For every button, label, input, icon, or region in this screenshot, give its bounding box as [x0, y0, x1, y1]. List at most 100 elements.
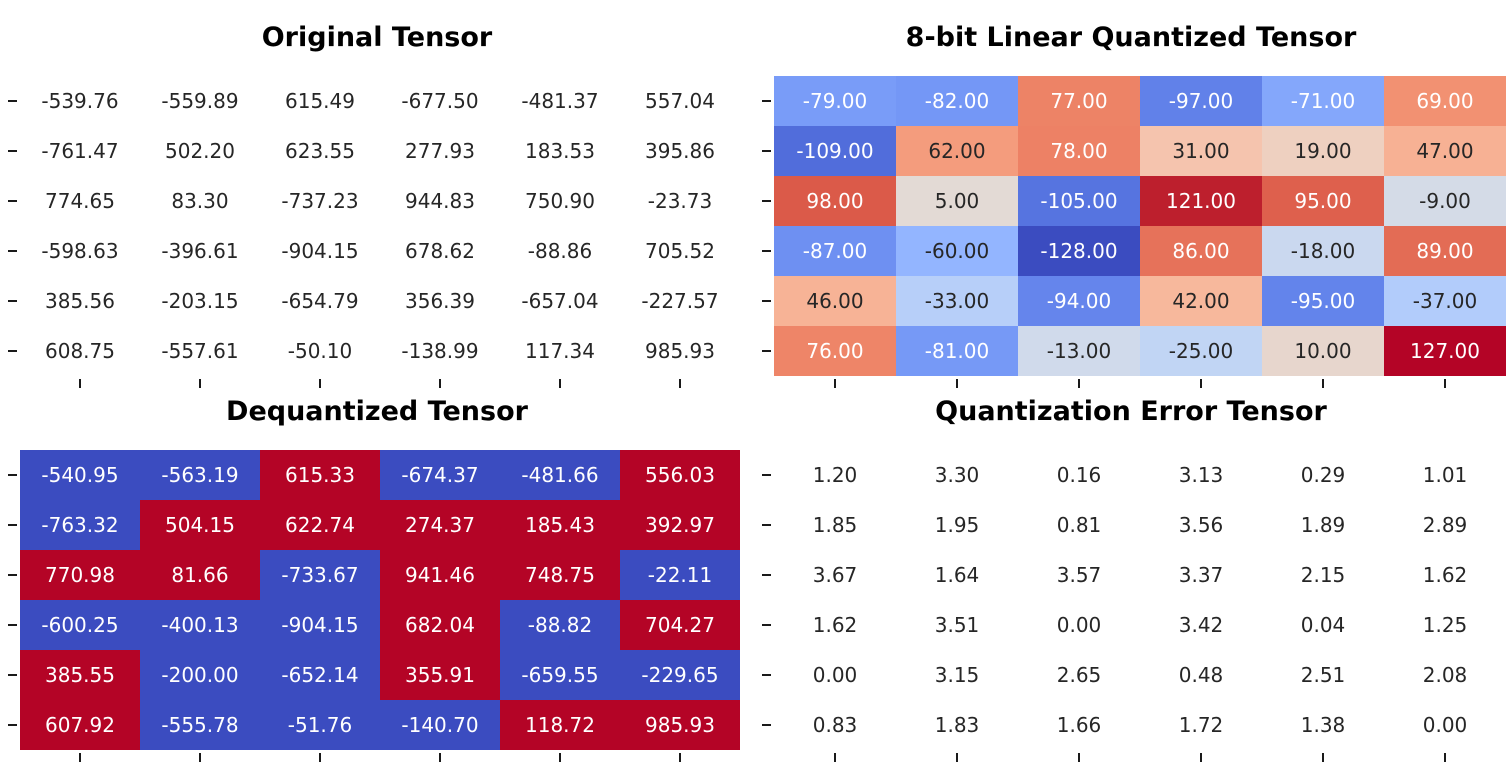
heatmap-cell: 0.04 [1300, 612, 1346, 637]
y-tick-mark [762, 523, 771, 526]
heatmap-cell: 502.20 [165, 138, 235, 163]
y-tick-mark [8, 623, 17, 626]
heatmap-cell: 504.15 [140, 499, 260, 550]
heatmap-cell: -87.00 [774, 225, 896, 276]
heatmap-cell: 385.55 [20, 649, 140, 700]
x-tick-mark [559, 752, 561, 762]
heatmap-cell: -37.00 [1384, 275, 1506, 326]
x-axis-ticks [20, 750, 740, 764]
heatmap-grid-quantized: -79.00 -82.00 77.00 -97.00 -71.00 69.00 -109.0… [774, 75, 1506, 376]
heatmap-cell: 83.30 [171, 188, 229, 213]
heatmap-cell: 985.93 [645, 338, 715, 363]
y-tick-mark [762, 299, 771, 302]
heatmap-cell: 608.75 [45, 338, 115, 363]
heatmap-cell: -23.73 [647, 188, 713, 213]
heatmap-cell: -33.00 [896, 275, 1018, 326]
heatmap-cell: 750.90 [525, 188, 595, 213]
x-axis-ticks [20, 376, 740, 390]
heatmap-cell: 0.48 [1178, 662, 1224, 687]
heatmap-cell: 81.66 [140, 549, 260, 600]
x-tick-mark [1200, 752, 1202, 762]
heatmap-cell: -88.82 [500, 599, 620, 650]
y-tick-mark [8, 149, 17, 152]
x-tick-mark [1444, 752, 1446, 762]
heatmap-cell: 78.00 [1018, 125, 1140, 176]
x-tick-mark [679, 378, 681, 388]
heatmap-cell: 2.15 [1300, 562, 1346, 587]
panel-title-dequantized: Dequantized Tensor [226, 396, 528, 428]
y-tick-mark [8, 99, 17, 102]
heatmap-cell: 607.92 [20, 699, 140, 750]
heatmap-cell: 622.74 [260, 499, 380, 550]
heatmap-cell: -60.00 [896, 225, 1018, 276]
y-tick-mark [762, 249, 771, 252]
heatmap-cell: 1.89 [1300, 512, 1346, 537]
heatmap-cell: 0.00 [812, 662, 858, 687]
plot-area-quantized: -79.00 -82.00 77.00 -97.00 -71.00 69.00 -109.0… [754, 75, 1508, 390]
heatmap-cell: -88.86 [527, 238, 593, 263]
heatmap-cell: -203.15 [161, 288, 239, 313]
heatmap-cell: -105.00 [1018, 175, 1140, 226]
heatmap-cell: 1.85 [812, 512, 858, 537]
heatmap-cell: 42.00 [1140, 275, 1262, 326]
y-axis-ticks [0, 76, 20, 376]
x-axis-ticks [774, 376, 1506, 390]
panel-error-tensor: Quantization Error Tensor 1.20 3.30 0.16 3.… [754, 374, 1508, 762]
heatmap-cell: -904.15 [260, 599, 380, 650]
heatmap-cell: -654.79 [281, 288, 359, 313]
heatmap-cell: 623.55 [285, 138, 355, 163]
x-tick-mark [319, 752, 321, 762]
heatmap-cell: 392.97 [620, 499, 740, 550]
y-tick-mark [762, 199, 771, 202]
heatmap-cell: 31.00 [1140, 125, 1262, 176]
y-tick-mark [762, 573, 771, 576]
y-tick-mark [8, 199, 17, 202]
x-tick-mark [439, 378, 441, 388]
heatmap-cell: 557.04 [645, 88, 715, 113]
heatmap-cell: 2.08 [1422, 662, 1468, 687]
heatmap-cell: -539.76 [41, 88, 119, 113]
heatmap-cell: 117.34 [525, 338, 595, 363]
heatmap-cell: 944.83 [405, 188, 475, 213]
y-tick-mark [762, 673, 771, 676]
panel-original-tensor: Original Tensor -539.76 -559.89 615.49 -677… [0, 0, 754, 388]
y-tick-mark [8, 673, 17, 676]
heatmap-cell: -677.50 [401, 88, 479, 113]
heatmap-cell: 395.86 [645, 138, 715, 163]
x-tick-mark [79, 378, 81, 388]
plot-area-error: 1.20 3.30 0.16 3.13 0.29 1.01 1.85 1.95 0.81 3.56… [754, 450, 1508, 764]
heatmap-cell: -81.00 [896, 325, 1018, 376]
heatmap-cell: 356.39 [405, 288, 475, 313]
heatmap-cell: 3.13 [1178, 462, 1224, 487]
x-axis-ticks [774, 750, 1506, 764]
heatmap-cell: 748.75 [500, 549, 620, 600]
heatmap-cell: -733.67 [260, 549, 380, 600]
heatmap-cell: 704.27 [620, 599, 740, 650]
heatmap-cell: -229.65 [620, 649, 740, 700]
x-tick-mark [1444, 378, 1446, 388]
heatmap-cell: -540.95 [20, 449, 140, 500]
y-axis-ticks [754, 76, 774, 376]
heatmap-cell: 355.91 [380, 649, 500, 700]
heatmap-cell: 1.25 [1422, 612, 1468, 637]
heatmap-cell: 0.00 [1422, 712, 1468, 737]
heatmap-cell: 95.00 [1262, 175, 1384, 226]
heatmap-cell: 3.51 [934, 612, 980, 637]
heatmap-cell: 121.00 [1140, 175, 1262, 226]
heatmap-cell: 1.83 [934, 712, 980, 737]
heatmap-cell: -598.63 [41, 238, 119, 263]
heatmap-cell: 118.72 [500, 699, 620, 750]
heatmap-cell: 3.42 [1178, 612, 1224, 637]
panel-quantized-tensor: 8-bit Linear Quantized Tensor -79.00 -82.… [754, 0, 1508, 388]
heatmap-cell: 1.62 [812, 612, 858, 637]
x-tick-mark [559, 378, 561, 388]
heatmap-cell: -50.10 [287, 338, 353, 363]
heatmap-cell: -109.00 [774, 125, 896, 176]
x-tick-mark [834, 752, 836, 762]
heatmap-cell: 3.57 [1056, 562, 1102, 587]
heatmap-cell: 385.56 [45, 288, 115, 313]
heatmap-cell: 98.00 [774, 175, 896, 226]
x-tick-mark [956, 752, 958, 762]
heatmap-cell: 985.93 [620, 699, 740, 750]
